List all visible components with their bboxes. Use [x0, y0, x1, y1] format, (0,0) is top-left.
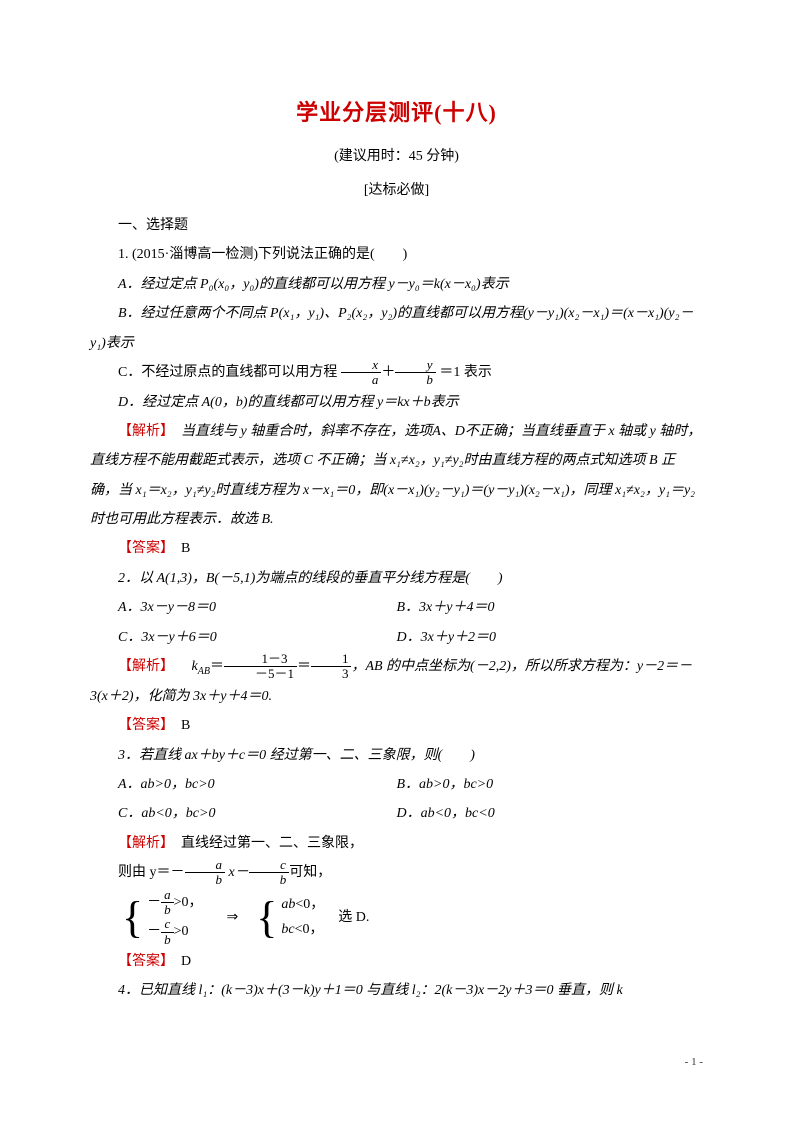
q3-stem: 3．若直线 ax＋by＋c＝0 经过第一、二、三象限，则( )	[90, 741, 703, 770]
q3-answer-text: D	[167, 954, 191, 969]
answer-label: 【答案】	[118, 541, 167, 556]
q3-analysis-p2: 则由 y＝－ab x－cb可知，	[90, 858, 703, 888]
fraction-c-b: cb	[249, 858, 290, 888]
analysis-label: 【解析】	[118, 836, 167, 851]
q3-p2-prefix: 则由 y＝－	[118, 865, 185, 880]
math-text: D．经过定点 A(0，b)的直线都可以用方程 y＝kx＋b表示	[118, 395, 459, 410]
q1-optc-suffix: ＝1 表示	[439, 365, 492, 380]
q1-option-d: D．经过定点 A(0，b)的直线都可以用方程 y＝kx＋b表示	[90, 388, 703, 417]
q2-stem: 2．以 A(1,3)，B(－5,1)为端点的线段的垂直平分线方程是( )	[90, 564, 703, 593]
brace-content-1: －ab>0， －cb>0	[147, 888, 202, 947]
q1-answer-text: B	[167, 541, 190, 556]
q3-p2-mid: x－	[225, 865, 249, 880]
page-container: 学业分层测评(十八) (建议用时：45 分钟) [达标必做] 一、选择题 1. …	[0, 0, 793, 1122]
q2-option-c: C．3x－y＋6＝0	[90, 623, 397, 652]
implies: ⇒	[227, 903, 239, 932]
answer-label: 【答案】	[118, 954, 167, 969]
q3-option-b: B．ab>0，bc>0	[397, 770, 704, 799]
q3-analysis-p1: 【解析】 直线经过第一、二、三象限，	[90, 829, 703, 858]
answer-label: 【答案】	[118, 718, 167, 733]
analysis-label: 【解析】	[118, 659, 174, 674]
fraction-a-b: ab	[185, 858, 226, 888]
q2-answer: 【答案】 B	[90, 711, 703, 740]
section-label: [达标必做]	[90, 176, 703, 205]
page-subtitle: (建议用时：45 分钟)	[90, 142, 703, 171]
fraction-1-3: 13	[311, 652, 352, 682]
q1-analysis: 【解析】 当直线与 y 轴重合时，斜率不存在，选项A、D不正确；当直线垂直于 x…	[90, 417, 703, 535]
q3-option-c: C．ab<0，bc>0	[90, 799, 397, 828]
left-brace-1: {	[122, 900, 143, 935]
q2-opt-row1: A．3x－y－8＝0 B．3x＋y＋4＝0	[90, 593, 703, 622]
select-d: 选 D.	[324, 903, 369, 932]
q3-opt-row2: C．ab<0，bc>0 D．ab<0，bc<0	[90, 799, 703, 828]
q2-option-d: D．3x＋y＋2＝0	[397, 623, 704, 652]
q4-stem-text: 4．已知直线 l₁：(k－3)x＋(3－k)y＋1＝0 与直线 l₂：2(k－3…	[118, 983, 623, 998]
q1-analysis-text: 当直线与 y 轴重合时，斜率不存在，选项A、D不正确；当直线垂直于 x 轴或 y…	[90, 424, 701, 527]
q2-analysis: 【解析】 kAB＝1－3－5－1＝13，AB 的中点坐标为(－2,2)，所以所求…	[90, 652, 703, 711]
q3-option-a: A．ab>0，bc>0	[90, 770, 397, 799]
q4-stem: 4．已知直线 l₁：(k－3)x＋(3－k)y＋1＝0 与直线 l₂：2(k－3…	[90, 976, 703, 1005]
brace-system: { －ab>0， －cb>0 ⇒ { ab<0， bc<0， 选 D.	[118, 888, 703, 947]
fraction-x-a: xa	[341, 358, 382, 388]
q1-optc-prefix: C．不经过原点的直线都可以用方程	[118, 365, 337, 380]
math-text: A．经过定点 P₀(x₀，y₀)的直线都可以用方程 y－y₀＝k(x－x₀)表示	[118, 277, 509, 292]
q3-analysis-text1: 直线经过第一、二、三象限，	[167, 836, 363, 851]
q1-option-b: B．经过任意两个不同点 P(x₁，y₁)、P₂(x₂，y₂)的直线都可以用方程(…	[90, 299, 703, 358]
math-text: B．经过任意两个不同点 P(x₁，y₁)、P₂(x₂，y₂)的直线都可以用方程(…	[90, 306, 693, 350]
q1-option-c: C．不经过原点的直线都可以用方程 xa＋yb ＝1 表示	[90, 358, 703, 388]
q2-answer-text: B	[167, 718, 190, 733]
q1-option-a: A．经过定点 P₀(x₀，y₀)的直线都可以用方程 y－y₀＝k(x－x₀)表示	[90, 270, 703, 299]
left-brace-2: {	[256, 900, 277, 935]
q1-stem: 1. (2015·淄博高一检测)下列说法正确的是( )	[90, 240, 703, 269]
q3-p2-suffix: 可知，	[289, 865, 331, 880]
q1-answer: 【答案】 B	[90, 534, 703, 563]
section-1-heading: 一、选择题	[90, 211, 703, 240]
analysis-label: 【解析】	[118, 424, 167, 439]
q3-option-d: D．ab<0，bc<0	[397, 799, 704, 828]
q2-option-a: A．3x－y－8＝0	[90, 593, 397, 622]
page-footer: - 1 -	[685, 1051, 703, 1074]
fraction-slope: 1－3－5－1	[224, 652, 297, 682]
q3-stem-text: 3．若直线 ax＋by＋c＝0 经过第一、二、三象限，则( )	[118, 748, 475, 763]
q2-stem-text: 2．以 A(1,3)，B(－5,1)为端点的线段的垂直平分线方程是( )	[118, 571, 503, 586]
page-title: 学业分层测评(十八)	[90, 90, 703, 136]
q2-option-b: B．3x＋y＋4＝0	[397, 593, 704, 622]
q2-analysis-mid: ，AB 的中点坐标为(－2,2)，所以所求方程为：y－2＝－3(x＋2)，化简为…	[90, 659, 692, 704]
fraction-y-b: yb	[395, 358, 436, 388]
q2-opt-row2: C．3x－y＋6＝0 D．3x＋y＋2＝0	[90, 623, 703, 652]
brace-content-2: ab<0， bc<0，	[281, 892, 324, 942]
q3-opt-row1: A．ab>0，bc>0 B．ab>0，bc>0	[90, 770, 703, 799]
q3-answer: 【答案】 D	[90, 947, 703, 976]
